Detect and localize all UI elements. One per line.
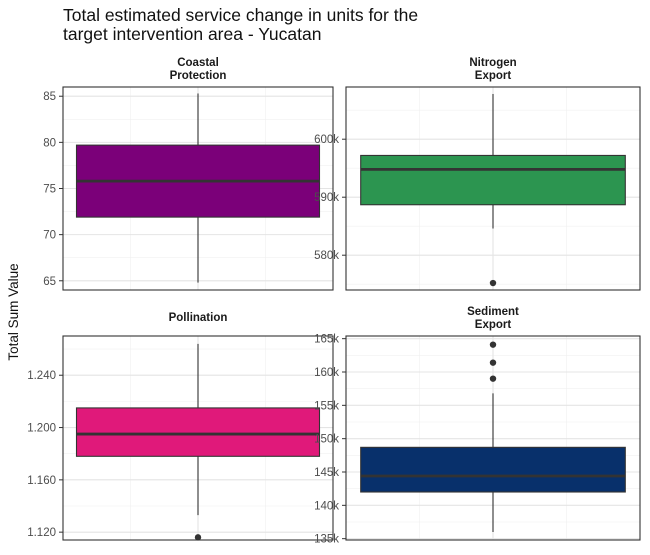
- facet-title: Pollination: [169, 312, 228, 324]
- facet-title-line1: Coastal: [177, 57, 219, 69]
- chart-title-line1: Total estimated service change in units …: [63, 5, 418, 25]
- outlier-point: [489, 359, 497, 366]
- y-tick-label: 600k: [314, 134, 339, 146]
- box: [360, 154, 626, 206]
- y-tick-label: 80: [43, 137, 56, 149]
- box: [75, 407, 321, 457]
- y-tick-label: 140k: [314, 500, 339, 512]
- y-tick-label: 590k: [314, 192, 339, 204]
- facet-panels: CoastalProtection6570758085NitrogenExpor…: [27, 57, 641, 546]
- facet-title-line1: Nitrogen: [469, 57, 516, 69]
- y-tick-label: 150k: [314, 434, 339, 446]
- y-tick-label: 580k: [314, 250, 339, 262]
- y-tick-label: 1.160: [27, 475, 56, 487]
- outlier-point: [489, 341, 497, 348]
- outlier-point: [489, 279, 497, 287]
- facet-title-line2: Export: [475, 319, 512, 331]
- y-tick-label: 155k: [314, 400, 339, 412]
- y-tick-label: 1.240: [27, 370, 56, 382]
- panel-border: [62, 335, 334, 541]
- panel-border: [62, 86, 334, 291]
- panel-border: [345, 86, 641, 291]
- y-tick-label: 165k: [314, 334, 339, 346]
- y-tick-label: 145k: [314, 467, 339, 479]
- y-tick-label: 135k: [314, 534, 339, 546]
- box: [360, 446, 626, 493]
- y-tick-label: 70: [43, 230, 56, 242]
- panel-border: [345, 335, 641, 541]
- y-tick-label: 160k: [314, 367, 339, 379]
- facet-panel: Pollination 1.120 1.160 1.200 1.240: [27, 312, 334, 541]
- facet-title-line1: Sediment: [467, 306, 519, 318]
- y-tick-label: 1.200: [27, 423, 56, 435]
- y-tick-label: 1.120: [27, 527, 56, 539]
- chart-title-line2: target intervention area - Yucatan: [63, 24, 321, 44]
- facet-title-line2: Protection: [170, 70, 227, 82]
- y-tick-label: 75: [43, 184, 56, 196]
- y-axis-label: Total Sum Value: [6, 263, 21, 360]
- outlier-point: [489, 375, 497, 382]
- y-tick-label: 65: [43, 276, 56, 288]
- facet-title-line2: Export: [475, 70, 512, 82]
- y-tick-label: 85: [43, 91, 56, 103]
- outlier-point: [194, 534, 202, 541]
